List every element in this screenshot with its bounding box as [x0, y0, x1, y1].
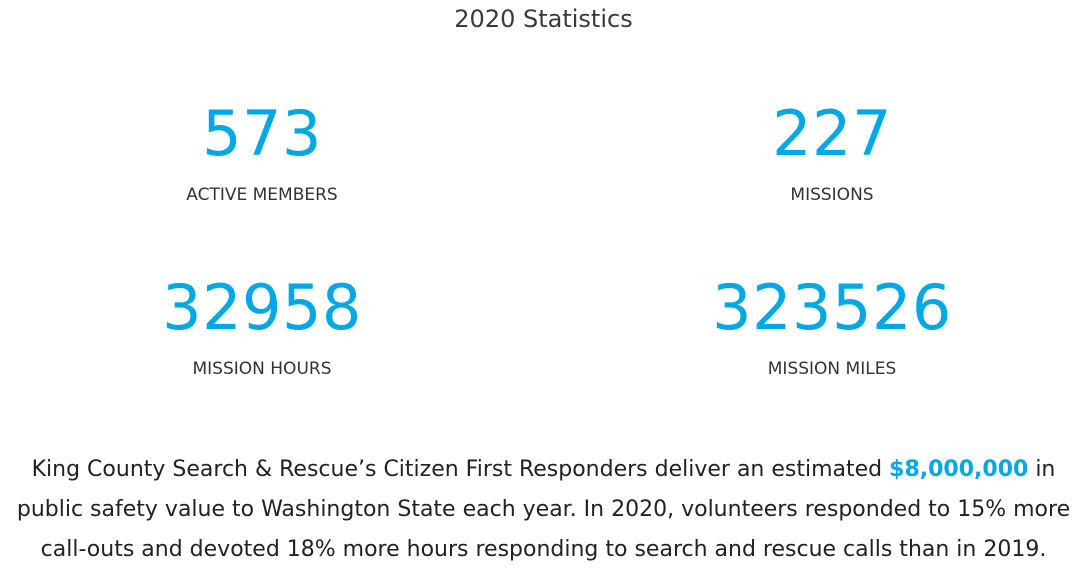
- stat-value: 32958: [162, 271, 362, 344]
- stat-mission-miles: 323526 MISSION MILES: [612, 272, 1052, 380]
- stat-label: MISSIONS: [790, 185, 874, 205]
- page-title: 2020 Statistics: [454, 5, 633, 33]
- summary-text-after: in public safety value to Washington Sta…: [16, 457, 1071, 562]
- stat-value: 227: [772, 97, 892, 170]
- stat-label: ACTIVE MEMBERS: [186, 185, 338, 205]
- stat-active-members: 573 ACTIVE MEMBERS: [42, 98, 482, 206]
- stat-label: MISSION HOURS: [192, 359, 332, 379]
- stat-missions: 227 MISSIONS: [612, 98, 1052, 206]
- stat-mission-hours: 32958 MISSION HOURS: [42, 272, 482, 380]
- summary-text-before: King County Search & Rescue’s Citizen Fi…: [31, 457, 890, 482]
- summary-paragraph: King County Search & Rescue’s Citizen Fi…: [10, 450, 1077, 570]
- stat-label: MISSION MILES: [767, 359, 897, 379]
- stat-value: 573: [202, 97, 322, 170]
- summary-highlight-value: $8,000,000: [889, 457, 1029, 482]
- stat-value: 323526: [712, 271, 952, 344]
